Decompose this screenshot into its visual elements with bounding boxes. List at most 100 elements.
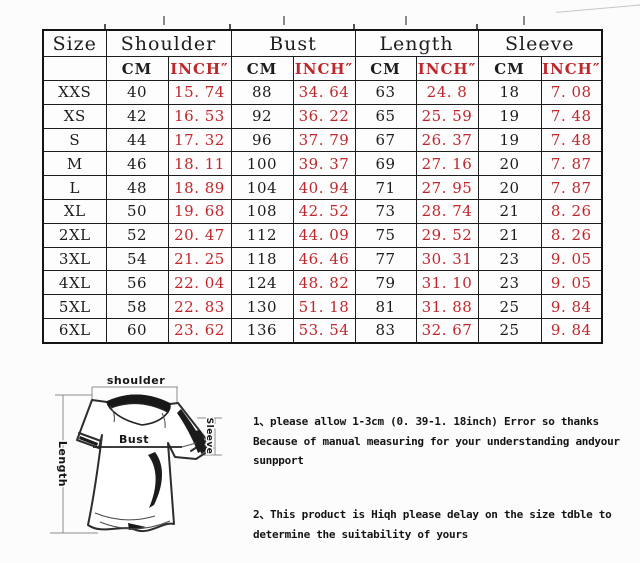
shoulder-inch-header: INCH″ [167,56,232,81]
header-sleeve: Sleeve [477,29,603,57]
sleeve-cm-cell: 20 [477,151,542,177]
group-header-row: Size Shoulder Bust Length Sleeve [42,29,603,57]
note-1-line-3: sunpport [253,454,304,467]
table-row: XXS 40 15. 74 88 34. 64 63 24. 8 18 7. 08 [42,80,603,105]
note-1-line-1: 1、please allow 1-3cm (0. 39-1. 18inch) E… [253,415,599,428]
shoulder-cm-header: CM [105,56,169,81]
sleeve-cm-cell: 23 [477,246,542,272]
shoulder-cm-cell: 56 [105,270,169,296]
bust-inch-cell: 44. 09 [292,222,356,248]
bust-cm-cell: 124 [230,270,294,296]
sleeve-cm-cell: 25 [477,317,542,344]
header-bust: Bust [230,29,356,57]
note-2-line-2: determine the suitability of yours [253,527,468,541]
bust-inch-cell: 42. 52 [292,198,356,224]
header-shoulder: Shoulder [105,29,232,57]
sleeve-cm-cell: 20 [477,175,542,200]
table-row: S 44 17. 32 96 37. 79 67 26. 37 19 7. 48 [42,127,603,153]
corner-cell [42,56,107,81]
table-row: 6XL 60 23. 62 136 53. 54 83 32. 67 25 9. 84 [42,317,603,344]
crop-remnant-tick [283,16,285,25]
length-cm-cell: 65 [354,103,417,129]
length-inch-cell: 29. 52 [415,222,479,248]
length-inch-cell: 27. 16 [415,151,479,177]
crop-remnant-tick [229,24,231,30]
bust-cm-cell: 136 [230,317,294,344]
sleeve-inch-header: INCH″ [540,56,603,81]
size-cell: S [42,127,107,153]
table-row: 2XL 52 20. 47 112 44. 09 75 29. 52 21 8. 26 [42,222,603,248]
sleeve-cm-cell: 23 [477,270,542,296]
shoulder-inch-cell: 18. 89 [167,175,232,200]
length-inch-cell: 24. 8 [415,80,479,105]
length-inch-cell: 30. 31 [415,246,479,272]
measure-guides [50,386,222,534]
length-inch-cell: 27. 95 [415,175,479,200]
header-size: Size [42,29,107,57]
bust-inch-cell: 46. 46 [292,246,356,272]
shoulder-cm-cell: 40 [105,80,169,105]
length-inch-cell: 25. 59 [415,103,479,129]
shoulder-cm-cell: 60 [105,317,169,344]
shoulder-inch-cell: 21. 25 [167,246,232,272]
shoulder-inch-cell: 17. 32 [167,127,232,153]
shoulder-cm-cell: 48 [105,175,169,200]
shoulder-inch-cell: 15. 74 [167,80,232,105]
bust-inch-cell: 34. 64 [292,80,356,105]
shoulder-cm-cell: 44 [105,127,169,153]
bust-inch-header: INCH″ [292,56,356,81]
crop-remnant-tick [405,16,407,25]
bust-inch-cell: 40. 94 [292,175,356,200]
crop-remnant-tick [523,16,525,25]
sleeve-inch-cell: 9. 84 [540,317,603,344]
size-cell: 3XL [42,246,107,272]
length-inch-cell: 31. 88 [415,294,479,319]
sleeve-inch-cell: 9. 84 [540,294,603,319]
bust-cm-cell: 108 [230,198,294,224]
bust-label: Bust [119,433,149,446]
sleeve-cm-cell: 19 [477,127,542,153]
bust-cm-cell: 112 [230,222,294,248]
bust-inch-cell: 36. 22 [292,103,356,129]
length-inch-cell: 31. 10 [415,270,479,296]
note-1: 1、please allow 1-3cm (0. 39-1. 18inch) E… [253,412,631,471]
sleeve-cm-cell: 19 [477,103,542,129]
shoulder-inch-cell: 16. 53 [167,103,232,129]
sleeve-inch-cell: 9. 05 [540,270,603,296]
table-row: L 48 18. 89 104 40. 94 71 27. 95 20 7. 87 [42,175,603,200]
bust-cm-header: CM [230,56,294,81]
bust-inch-cell: 39. 37 [292,151,356,177]
shoulder-cm-cell: 42 [105,103,169,129]
sleeve-cm-cell: 25 [477,294,542,319]
shoulder-inch-cell: 22. 04 [167,270,232,296]
length-cm-cell: 75 [354,222,417,248]
sleeve-cm-cell: 21 [477,222,542,248]
size-cell: XXS [42,80,107,105]
header-length: Length [354,29,479,57]
sleeve-label: Sleeve [204,418,214,455]
length-cm-cell: 77 [354,246,417,272]
bust-inch-cell: 51. 18 [292,294,356,319]
table-row: XL 50 19. 68 108 42. 52 73 28. 74 21 8. 26 [42,198,603,224]
sleeve-cm-cell: 21 [477,198,542,224]
shoulder-cm-cell: 50 [105,198,169,224]
size-cell: 6XL [42,317,107,344]
sleeve-inch-cell: 7. 87 [540,151,603,177]
bust-cm-cell: 104 [230,175,294,200]
bust-inch-cell: 37. 79 [292,127,356,153]
bust-cm-cell: 118 [230,246,294,272]
length-cm-cell: 69 [354,151,417,177]
bust-cm-cell: 96 [230,127,294,153]
crop-remnant-tick [104,24,106,30]
sketch-shading [79,409,208,530]
collar-opening [108,402,170,426]
length-cm-cell: 81 [354,294,417,319]
bust-line-extension [181,442,197,448]
sleeve-inch-cell: 7. 48 [540,127,603,153]
crop-remnant-tick [476,24,478,30]
crop-remnant-line [556,4,640,13]
size-cell: 2XL [42,222,107,248]
sleeve-inch-cell: 8. 26 [540,198,603,224]
length-inch-cell: 32. 67 [415,317,479,344]
size-chart-table: Size Shoulder Bust Length Sleeve CM INCH… [42,29,604,344]
